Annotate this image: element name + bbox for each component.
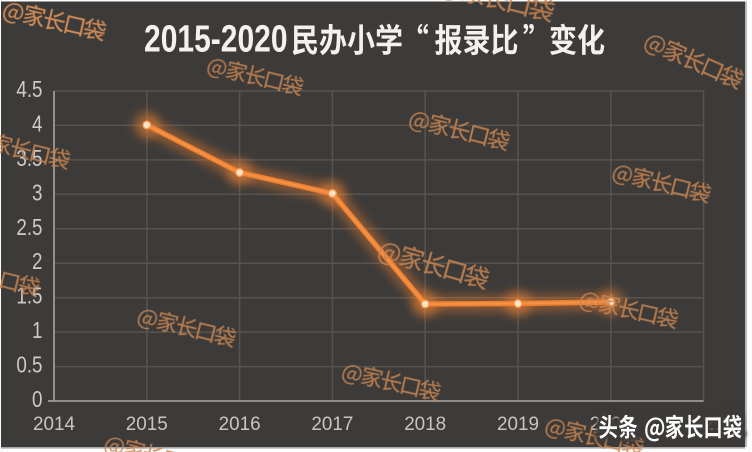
svg-text:2016: 2016 — [219, 413, 261, 435]
svg-text:2017: 2017 — [311, 413, 353, 435]
svg-text:2015: 2015 — [126, 413, 168, 435]
svg-text:3: 3 — [32, 179, 42, 206]
svg-text:1: 1 — [32, 317, 42, 344]
svg-text:2014: 2014 — [33, 413, 75, 435]
svg-text:2: 2 — [32, 248, 42, 275]
svg-text:2015-2020: 2015-2020 — [144, 18, 288, 60]
svg-text:4.5: 4.5 — [16, 76, 42, 103]
svg-text:4: 4 — [32, 110, 43, 137]
svg-text:0: 0 — [32, 386, 42, 413]
svg-text:2019: 2019 — [497, 413, 539, 435]
svg-text:2018: 2018 — [404, 413, 446, 435]
svg-text:0.5: 0.5 — [16, 352, 42, 379]
svg-text:2.5: 2.5 — [16, 214, 42, 241]
